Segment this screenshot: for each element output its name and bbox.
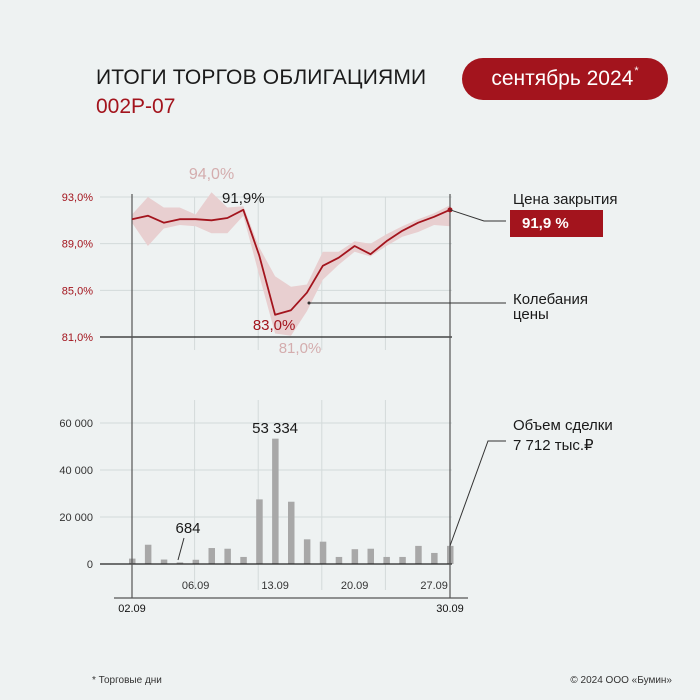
volume-bar-06.09 [192,559,200,564]
price-tick-label: 81,0% [62,332,93,344]
volume-bar-11.09 [240,556,247,564]
copyright: © 2024 ООО «Бумин» [570,675,672,686]
min-volume-leader [177,537,185,561]
price-range-leader-dot [307,301,311,305]
volume-legend-label: Объем сделки [513,417,613,434]
min-volume-label: 684 [175,520,200,537]
volume-bar-10.09 [224,548,231,564]
volume-legend-value: 7 712 тыс.₽ [513,437,594,454]
close-price-leader [449,209,506,222]
page-title: ИТОГИ ТОРГОВ ОБЛИГАЦИЯМИ [96,66,427,89]
volume-bar-03.09 [144,544,152,564]
volume-bar-09.09 [208,548,215,564]
period-badge: сентябрь 2024 * [462,58,668,100]
date-tick-label: 20.09 [341,580,369,592]
price-tick-label: 85,0% [62,285,93,297]
bond-code: 002Р-07 [96,95,176,118]
volume-bar-05.09 [176,562,184,564]
volume-bar-26.09 [415,545,422,564]
start-date-label: 02.09 [118,603,146,615]
volume-bar-27.09 [431,552,438,564]
price-tick-label: 93,0% [62,192,93,204]
min-close-label: 83,0% [253,317,296,334]
price-tick-label: 89,0% [62,239,93,251]
volume-bars [129,438,454,564]
price-range-band [132,192,450,336]
volume-bar-13.09 [272,438,279,564]
footnote: * Торговые дни [92,675,162,686]
volume-bar-25.09 [399,556,406,564]
peak-close-label: 91,9% [222,190,265,207]
volume-tick-label: 60 000 [59,418,93,430]
chart-labels: 93,0% 89,0% 85,0% 81,0% 60 000 40 000 20 000 0 0… [59,166,463,615]
volume-bar-19.09 [335,556,343,564]
volume-bar-17.09 [303,539,311,564]
close-price-legend-label: Цена закрытия [513,191,618,208]
volume-bar-16.09 [288,501,295,564]
volume-bar-04.09 [160,559,168,564]
min-price-label: 81,0% [279,340,322,357]
date-tick-label: 27.09 [420,580,448,592]
price-range-area [132,192,450,336]
volume-leader [449,440,506,547]
legend-leaders [177,209,506,561]
volume-bar-23.09 [367,548,374,564]
max-price-label: 94,0% [189,166,234,183]
max-volume-label: 53 334 [252,420,298,437]
period-footnote-mark: * [634,65,639,77]
volume-tick-label: 40 000 [59,465,93,477]
volume-tick-label: 20 000 [59,512,93,524]
volume-tick-label: 0 [87,559,93,571]
volume-bar-18.09 [319,541,327,564]
volume-bar-24.09 [383,556,390,564]
volume-bar-12.09 [256,499,263,564]
period-text: сентябрь 2024 [491,67,634,90]
price-range-legend-label-2: цены [513,306,549,323]
close-price-path [131,208,451,316]
axes-layer [100,194,468,599]
price-range-legend-label-1: Колебания [513,291,589,308]
date-tick-label: 13.09 [261,580,289,592]
date-tick-label: 06.09 [182,580,210,592]
end-date-label: 30.09 [436,603,464,615]
close-price-value-box: 91,9 % [510,210,603,237]
volume-bar-20.09 [351,549,359,564]
